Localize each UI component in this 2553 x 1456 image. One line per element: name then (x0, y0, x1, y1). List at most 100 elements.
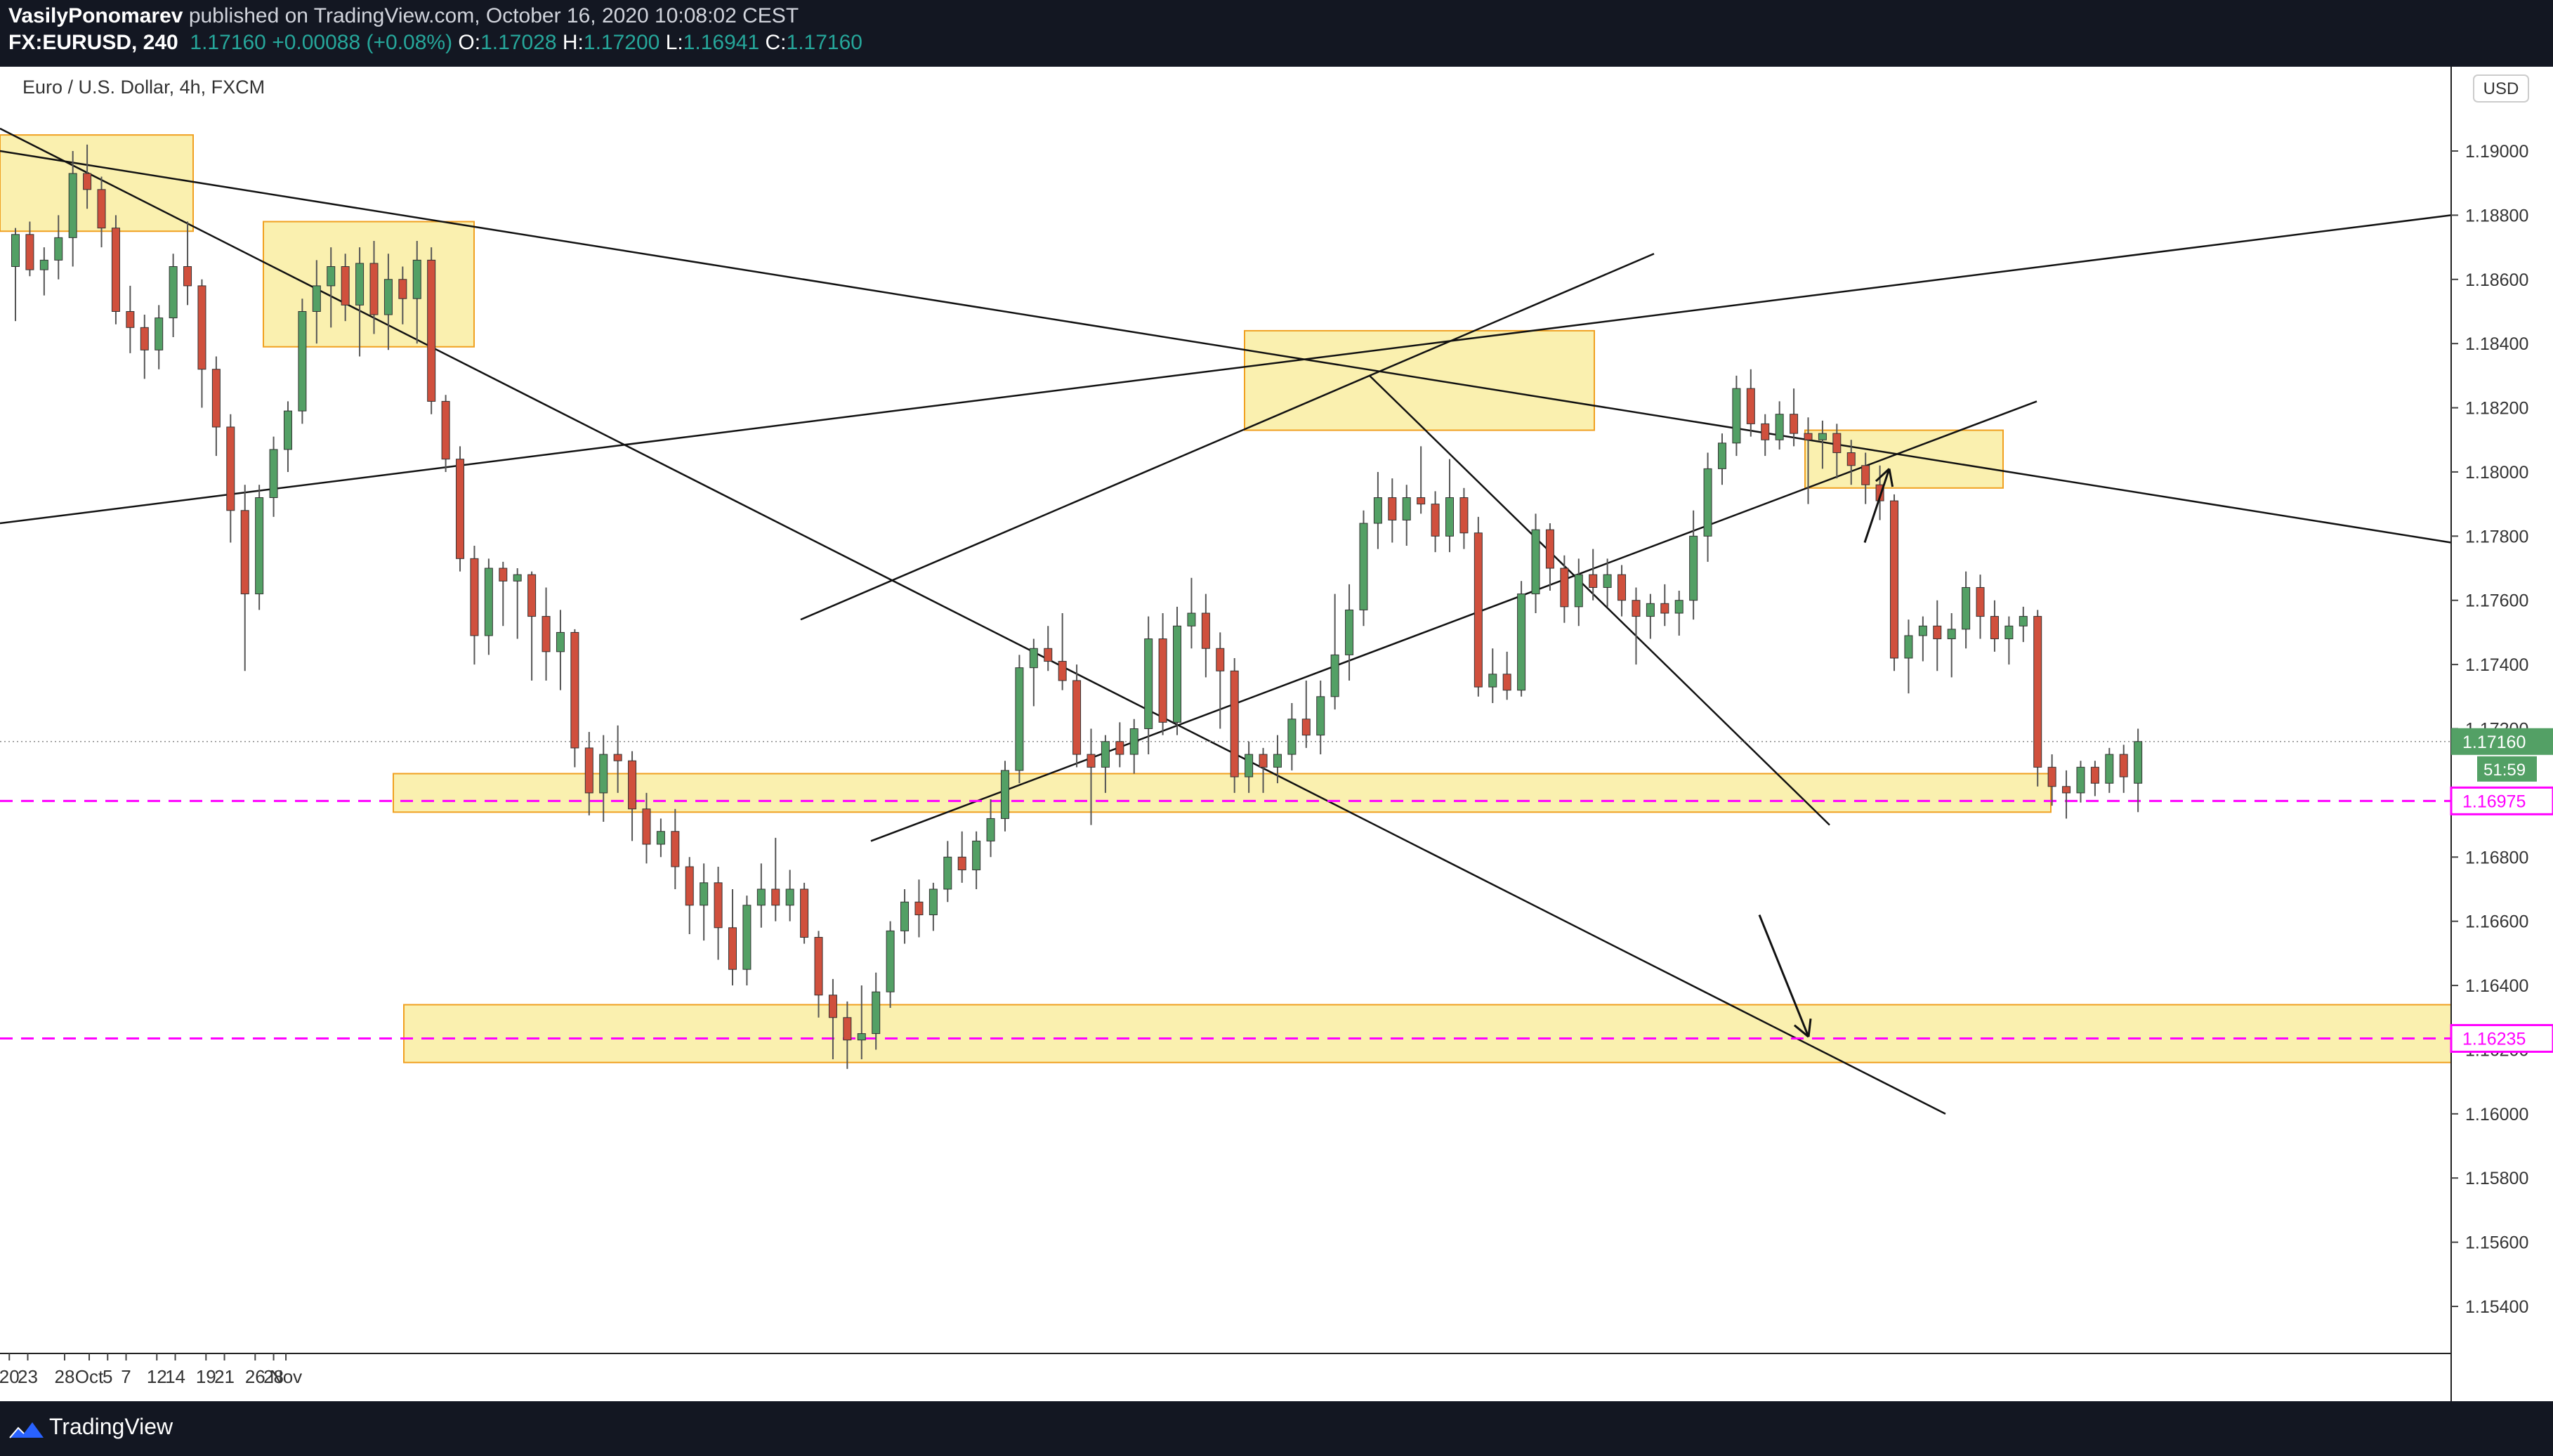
candle-body[interactable] (671, 831, 680, 867)
candle-body[interactable] (1029, 648, 1038, 669)
candle-body[interactable] (1890, 500, 1899, 659)
candle-body[interactable] (771, 888, 780, 906)
candle-body[interactable] (1072, 680, 1082, 755)
candle-body[interactable] (872, 991, 881, 1035)
candle-body[interactable] (355, 263, 365, 306)
candle-body[interactable] (1861, 465, 1870, 485)
candle-body[interactable] (398, 279, 407, 299)
candle-body[interactable] (1904, 635, 1913, 659)
candle-body[interactable] (484, 568, 493, 636)
candle-body[interactable] (2105, 754, 2114, 784)
candle-body[interactable] (1431, 504, 1440, 537)
candle-body[interactable] (1732, 388, 1741, 444)
candle-body[interactable] (68, 173, 77, 238)
candle-body[interactable] (39, 259, 48, 270)
candle-body[interactable] (211, 369, 221, 428)
chart-area[interactable]: 1.19000 1.18800 1.18600 1.18400 1.18200 1.180… (0, 67, 2553, 1401)
tradingview-logo-icon[interactable] (8, 1417, 45, 1442)
candle-body[interactable] (1044, 648, 1053, 662)
candle-body[interactable] (2134, 741, 2143, 784)
candle-body[interactable] (240, 510, 249, 595)
candle-body[interactable] (542, 616, 551, 652)
candle-body[interactable] (1790, 414, 1799, 434)
candle-body[interactable] (1359, 523, 1368, 610)
candle-body[interactable] (613, 754, 622, 761)
candle-body[interactable] (470, 558, 479, 636)
arrow-2[interactable] (1758, 914, 1812, 1038)
candle-body[interactable] (1388, 497, 1397, 520)
candle-body[interactable] (369, 263, 379, 315)
candle-body[interactable] (1545, 529, 1554, 569)
candle-body[interactable] (556, 631, 565, 652)
candle-body[interactable] (714, 882, 723, 929)
candle-body[interactable] (126, 310, 135, 328)
candle-body[interactable] (427, 259, 436, 402)
candle-body[interactable] (742, 905, 752, 970)
candle-body[interactable] (169, 266, 178, 319)
candle-body[interactable] (972, 840, 981, 871)
candle-body[interactable] (2004, 625, 2014, 640)
candle-body[interactable] (785, 888, 794, 906)
candle-body[interactable] (1603, 574, 1612, 588)
candle-body[interactable] (914, 901, 924, 916)
candle-body[interactable] (656, 831, 665, 845)
candle-body[interactable] (155, 317, 164, 350)
candle-body[interactable] (412, 259, 421, 299)
trend-line-5[interactable] (870, 400, 2037, 842)
candle-body[interactable] (857, 1033, 866, 1041)
candle-body[interactable] (25, 234, 34, 270)
candle-body[interactable] (269, 449, 278, 498)
candle-body[interactable] (828, 995, 837, 1018)
candle-body[interactable] (1617, 574, 1627, 601)
candle-body[interactable] (1000, 770, 1009, 819)
candle-body[interactable] (2033, 616, 2042, 768)
candle-body[interactable] (283, 410, 292, 450)
candle-body[interactable] (441, 400, 450, 460)
candle-body[interactable] (527, 574, 537, 617)
highlight-zone-2[interactable] (263, 221, 475, 348)
candle-body[interactable] (1660, 603, 1669, 614)
candle-body[interactable] (1345, 609, 1354, 655)
candle-body[interactable] (1301, 719, 1311, 736)
candle-body[interactable] (1875, 484, 1884, 501)
candle-body[interactable] (1144, 638, 1153, 729)
candle-body[interactable] (183, 266, 192, 287)
candle-body[interactable] (1589, 574, 1598, 588)
candle-body[interactable] (2019, 616, 2028, 627)
candle-body[interactable] (1373, 497, 1382, 524)
candle-body[interactable] (2119, 754, 2128, 778)
candle-body[interactable] (886, 930, 895, 992)
candle-body[interactable] (1560, 568, 1569, 608)
candle-body[interactable] (1230, 670, 1239, 778)
candle-body[interactable] (814, 937, 823, 996)
candle-body[interactable] (1517, 593, 1526, 691)
candle-body[interactable] (1933, 625, 1942, 640)
trend-line-6[interactable] (1369, 374, 1830, 826)
trend-line-2[interactable] (0, 127, 1946, 1115)
candle-body[interactable] (1674, 600, 1684, 614)
candle-body[interactable] (1459, 497, 1469, 534)
candle-body[interactable] (1201, 612, 1210, 649)
highlight-zone-6[interactable] (403, 1004, 2452, 1063)
candle-body[interactable] (1129, 728, 1138, 755)
candle-body[interactable] (383, 279, 393, 315)
candle-body[interactable] (1158, 638, 1167, 723)
candle-body[interactable] (642, 808, 651, 845)
candle-body[interactable] (456, 459, 465, 559)
candle-body[interactable] (1846, 452, 1856, 466)
candle-body[interactable] (1962, 586, 1971, 630)
candle-body[interactable] (1402, 497, 1411, 520)
candle-body[interactable] (1689, 535, 1698, 601)
candle-body[interactable] (843, 1017, 852, 1041)
candle-body[interactable] (685, 866, 694, 906)
candle-body[interactable] (900, 901, 910, 931)
candle-body[interactable] (928, 888, 938, 916)
candle-body[interactable] (11, 234, 20, 267)
candle-body[interactable] (1173, 625, 1182, 723)
candle-body[interactable] (1488, 674, 1497, 688)
candle-body[interactable] (1918, 625, 1927, 636)
highlight-zone-5[interactable] (393, 773, 2052, 813)
candle-body[interactable] (756, 888, 766, 906)
candle-body[interactable] (957, 856, 966, 871)
candle-body[interactable] (986, 818, 995, 841)
